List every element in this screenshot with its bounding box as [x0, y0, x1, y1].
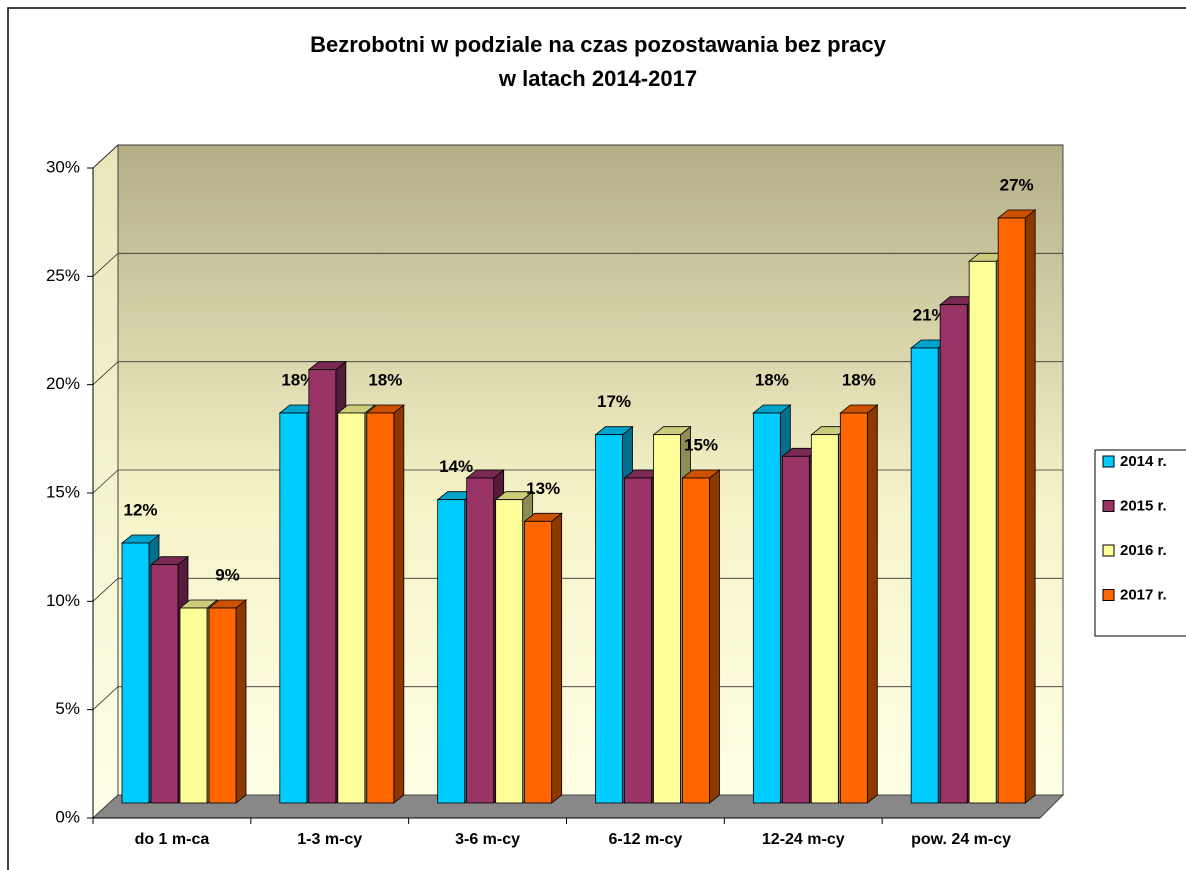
bar-front: [810, 434, 839, 804]
x-tick-label: 12-24 m-cy: [762, 831, 845, 848]
bar-side: [393, 404, 405, 804]
bar: [839, 404, 879, 804]
grid-line: [92, 578, 119, 602]
bar-front: [437, 499, 466, 804]
bar-front: [595, 434, 623, 804]
bar-front: [308, 369, 337, 804]
x-tick-label: pow. 24 m-cy: [911, 831, 1011, 848]
bar-front: [968, 260, 997, 804]
bar-side: [551, 512, 563, 804]
bar-front: [524, 520, 553, 804]
y-tick-label: 30%: [46, 157, 80, 176]
bar-front: [752, 412, 781, 804]
x-tick-label: do 1 m-ca: [135, 831, 210, 848]
data-label: 18%: [755, 370, 789, 389]
legend-swatch: [1102, 544, 1115, 557]
bar-front: [682, 477, 710, 804]
bar-front: [121, 542, 150, 804]
bar-side: [866, 404, 878, 804]
bar-front: [466, 477, 495, 804]
bar-front: [910, 347, 939, 804]
data-label: 17%: [597, 392, 631, 411]
data-label: 18%: [281, 370, 315, 389]
bar-front: [781, 455, 810, 804]
y-tick-label: 10%: [46, 591, 80, 610]
bar-front: [337, 412, 366, 804]
bar-front: [366, 412, 395, 804]
chart-title: Bezrobotni w podziale na czas pozostawan…: [310, 32, 887, 57]
legend-label: 2014 r.: [1120, 453, 1167, 470]
data-label: 18%: [368, 370, 402, 389]
y-tick-label: 25%: [46, 266, 80, 285]
bar: [494, 490, 534, 804]
bar: [207, 599, 248, 804]
legend: [1094, 449, 1186, 637]
legend-label: 2017 r.: [1120, 586, 1167, 603]
grid-line: [92, 361, 119, 385]
bar-front: [997, 217, 1026, 804]
bar-front: [150, 564, 179, 804]
grid-line: [92, 686, 119, 710]
bar: [523, 512, 563, 804]
legend-swatch: [1102, 455, 1115, 468]
x-tick-label: 6-12 m-cy: [609, 831, 683, 848]
grid-line: [92, 144, 119, 169]
data-label: 12%: [123, 500, 157, 519]
bar: [365, 404, 405, 804]
bar-front: [279, 412, 308, 804]
data-label: 14%: [439, 457, 473, 476]
data-label: 9%: [215, 565, 240, 584]
data-label: 15%: [684, 435, 718, 454]
legend-label: 2016 r.: [1120, 542, 1167, 559]
legend-label: 2015 r.: [1120, 497, 1167, 514]
chart-title: w latach 2014-2017: [498, 66, 697, 91]
legend-swatch: [1102, 589, 1115, 601]
bar-front: [939, 304, 968, 804]
y-tick-label: 15%: [46, 482, 80, 501]
bar-front: [624, 477, 652, 804]
bar-front: [495, 499, 524, 804]
bar: [681, 469, 721, 804]
bar: [997, 209, 1037, 804]
bar-side: [235, 599, 247, 804]
data-label: 21%: [913, 305, 947, 324]
bar-side: [709, 469, 720, 804]
bar-front: [179, 607, 208, 804]
bar-front: [653, 434, 681, 804]
data-label: 18%: [842, 370, 876, 389]
bar-front: [208, 607, 237, 804]
y-tick-label: 0%: [55, 807, 80, 826]
bar-side: [1024, 209, 1036, 804]
y-tick-label: 5%: [55, 699, 80, 718]
y-tick-label: 20%: [46, 374, 80, 393]
x-tick-label: 3-6 m-cy: [455, 831, 520, 848]
grid-line: [92, 469, 119, 494]
data-label: 13%: [526, 479, 560, 498]
bar-front: [839, 412, 868, 804]
grid-line: [92, 253, 119, 277]
x-tick-label: 1-3 m-cy: [297, 831, 362, 848]
data-label: 27%: [1000, 175, 1034, 194]
legend-swatch: [1102, 500, 1115, 512]
